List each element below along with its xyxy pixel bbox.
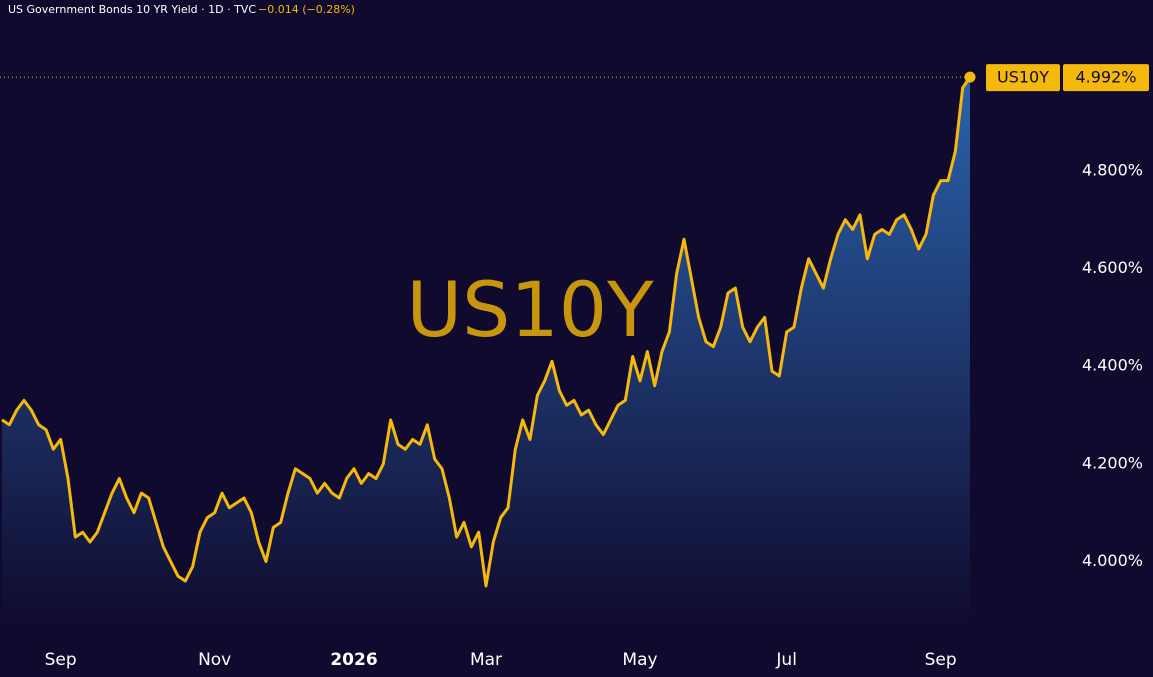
x-tick-label: Nov (198, 650, 231, 670)
tag-symbol-bg (986, 64, 1060, 92)
tag-price-bg (1063, 64, 1149, 92)
y-tick-label: 4.000% (1082, 551, 1143, 570)
watermark: US10Y (407, 265, 655, 354)
x-tick-label: Mar (470, 650, 502, 670)
x-tick-label: 2026 (330, 650, 377, 670)
chart-title: US Government Bonds 10 YR Yield · 1D · T… (8, 3, 256, 16)
x-tick-label: Sep (925, 650, 957, 670)
change: −0.014 (−0.28%) (258, 3, 355, 16)
area (2, 77, 970, 625)
x-tick-label: Sep (45, 650, 77, 670)
last-point (964, 71, 976, 83)
line (1, 76, 972, 588)
y-tick-label: 4.200% (1082, 453, 1143, 472)
x-tick-label: Jul (775, 650, 797, 670)
tag-price: 4.992% (1075, 68, 1136, 87)
tag-symbol: US10Y (997, 68, 1049, 87)
x-tick-label: May (622, 650, 657, 670)
y-tick-label: 4.800% (1082, 160, 1143, 179)
y-tick-label: 4.400% (1082, 356, 1143, 375)
y-tick-label: 4.600% (1082, 258, 1143, 277)
